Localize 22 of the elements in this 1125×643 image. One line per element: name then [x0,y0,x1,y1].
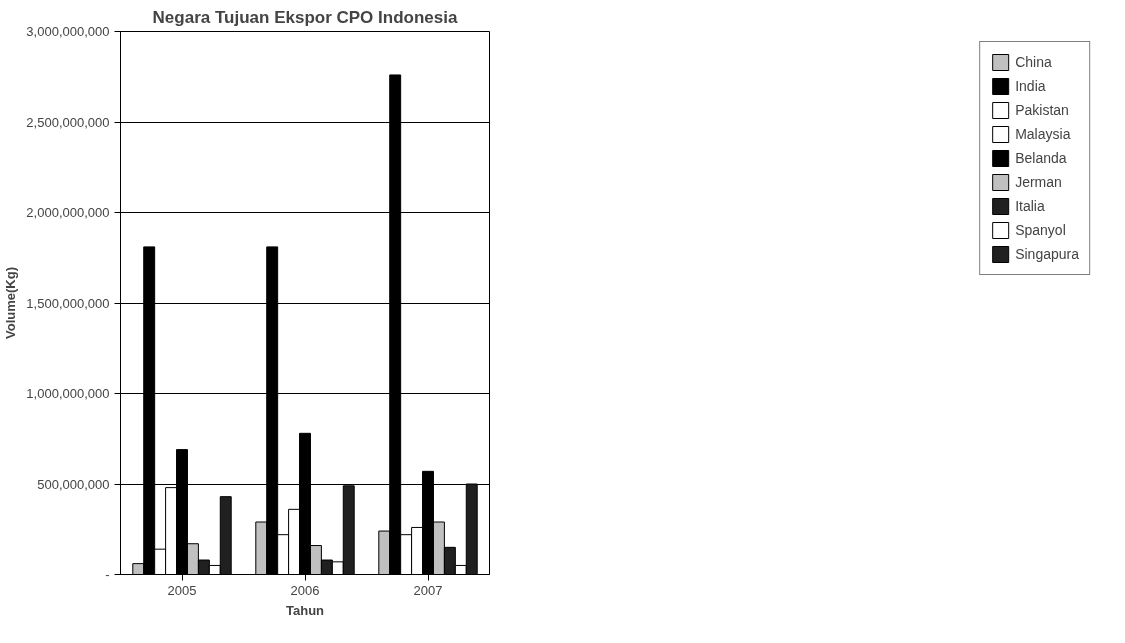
legend-label: Italia [1015,198,1045,214]
y-axis-title: Volume(Kg) [3,267,19,339]
y-tick-label: 2,000,000,000 [26,205,110,220]
legend-label: India [1015,78,1046,94]
legend-label: China [1015,54,1052,70]
legend-label: Pakistan [1015,102,1069,118]
x-tick-label: 2007 [413,582,443,598]
x-tick-label: 2005 [167,582,197,598]
legend-label: Jerman [1015,174,1062,190]
y-tick-label: 1,000,000,000 [26,386,110,401]
x-axis-title: Tahun [285,602,325,618]
legend-label: Singapura [1015,246,1079,262]
y-tick-label: 3,000,000,000 [26,24,110,39]
y-tick-label: - [105,567,110,582]
chart-title: Negara Tujuan Ekspor CPO Indonesia [152,7,458,27]
y-tick-label: 500,000,000 [37,476,110,492]
y-tick-label: 1,500,000,000 [26,295,110,311]
legend-label: Spanyol [1015,222,1066,238]
legend-label: Belanda [1015,150,1067,166]
legend-label: Malaysia [1015,126,1071,142]
y-tick-label: 2,500,000,000 [26,114,110,130]
x-tick-label: 2006 [290,582,320,598]
